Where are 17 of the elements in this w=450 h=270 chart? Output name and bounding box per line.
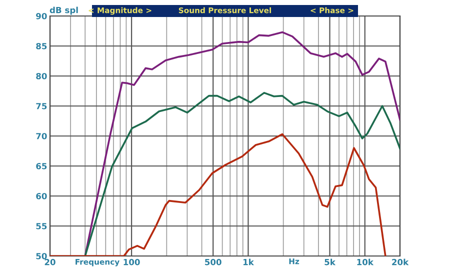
y-tick-label: 65 xyxy=(36,162,47,170)
x-tick-label: 5k xyxy=(324,258,336,266)
y-tick-label: 75 xyxy=(36,103,47,110)
y-tick-label: 80 xyxy=(36,72,47,80)
y-axis-title: dB spl xyxy=(50,6,78,15)
y-tick-label: 50 xyxy=(36,252,47,260)
y-tick-label: 85 xyxy=(36,42,47,50)
y-tick-label: 60 xyxy=(36,192,47,200)
x-tick-label: 20 xyxy=(44,258,56,266)
x-tick-label: 20k xyxy=(392,258,409,266)
y-tick-label: 55 xyxy=(36,223,47,230)
x-tick-label: 1k xyxy=(243,258,254,266)
x-tick-label: 10k xyxy=(357,258,374,266)
y-tick-label: 90 xyxy=(36,12,47,20)
x-tick-label: 500 xyxy=(205,258,222,266)
y-tick-label: 70 xyxy=(36,132,47,140)
x-tick-label: 100 xyxy=(124,258,140,266)
